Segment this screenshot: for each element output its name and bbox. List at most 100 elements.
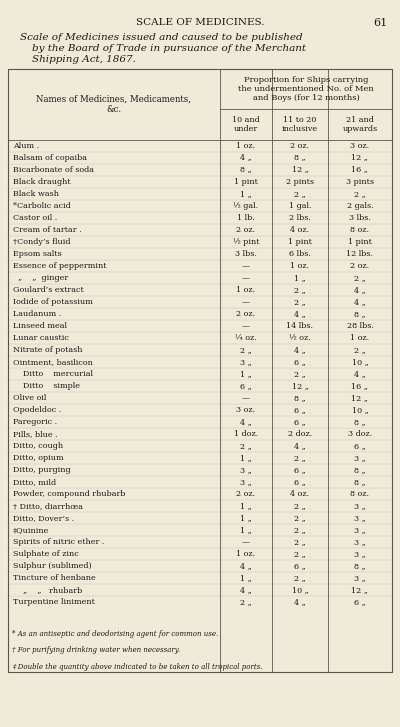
Text: 1 „: 1 „ bbox=[240, 370, 252, 378]
Text: Goulard’s extract: Goulard’s extract bbox=[13, 286, 84, 294]
Text: 4 „: 4 „ bbox=[354, 370, 366, 378]
Text: „    „  ginger: „ „ ginger bbox=[13, 274, 68, 282]
Text: 1 lb.: 1 lb. bbox=[237, 214, 255, 222]
Text: 12 „: 12 „ bbox=[292, 166, 308, 174]
Text: 3 oz.: 3 oz. bbox=[350, 142, 370, 150]
Text: 8 „: 8 „ bbox=[354, 418, 366, 426]
Text: Ditto    mercurial: Ditto mercurial bbox=[13, 370, 93, 378]
Text: 12 „: 12 „ bbox=[352, 587, 368, 595]
Text: 4 „: 4 „ bbox=[294, 310, 306, 318]
Text: 4 „: 4 „ bbox=[240, 418, 252, 426]
Text: 12 lbs.: 12 lbs. bbox=[346, 250, 374, 258]
Text: Black wash: Black wash bbox=[13, 190, 59, 198]
Text: 2 doz.: 2 doz. bbox=[288, 430, 312, 438]
Text: 1 oz.: 1 oz. bbox=[236, 550, 256, 558]
Text: 2 „: 2 „ bbox=[354, 190, 366, 198]
Text: Ditto, mild: Ditto, mild bbox=[13, 478, 56, 486]
Text: 10 „: 10 „ bbox=[352, 406, 368, 414]
Text: 2 „: 2 „ bbox=[294, 454, 306, 462]
Text: 3 „: 3 „ bbox=[240, 478, 252, 486]
Text: Cream of tartar .: Cream of tartar . bbox=[13, 226, 82, 234]
Text: 1 doz.: 1 doz. bbox=[234, 430, 258, 438]
Text: ‡Quinine: ‡Quinine bbox=[13, 526, 49, 534]
Text: 4 „: 4 „ bbox=[294, 346, 306, 354]
Text: Proportion for Ships carrying
the undermentioned No. of Men
and Boys (for 12 mon: Proportion for Ships carrying the underm… bbox=[238, 76, 374, 103]
Text: —: — bbox=[242, 322, 250, 330]
Text: 10 „: 10 „ bbox=[352, 358, 368, 366]
Text: 1 „: 1 „ bbox=[240, 514, 252, 522]
Text: Scale of Medicines issued and caused to be published: Scale of Medicines issued and caused to … bbox=[20, 33, 303, 41]
Text: 6 „: 6 „ bbox=[294, 358, 306, 366]
Text: 6 „: 6 „ bbox=[354, 442, 366, 450]
Text: 1 gal.: 1 gal. bbox=[289, 201, 311, 209]
Text: 1 pint: 1 pint bbox=[288, 238, 312, 246]
Text: 8 „: 8 „ bbox=[294, 153, 306, 161]
Text: 4 oz.: 4 oz. bbox=[290, 490, 310, 498]
Text: 10 and
under: 10 and under bbox=[232, 116, 260, 133]
Text: Ditto, Dover’s .: Ditto, Dover’s . bbox=[13, 514, 74, 522]
Text: Tincture of henbane: Tincture of henbane bbox=[13, 574, 96, 582]
Text: 28 lbs.: 28 lbs. bbox=[346, 322, 374, 330]
Text: 1 oz.: 1 oz. bbox=[236, 142, 256, 150]
Text: 2 oz.: 2 oz. bbox=[236, 310, 256, 318]
Text: †Condy’s fluid: †Condy’s fluid bbox=[13, 238, 70, 246]
Text: Balsam of copaiba: Balsam of copaiba bbox=[13, 153, 87, 161]
Text: * As an antiseptic and deodorising agent for common use.: * As an antiseptic and deodorising agent… bbox=[12, 630, 218, 638]
Text: 3 „: 3 „ bbox=[354, 454, 366, 462]
Text: 1 „: 1 „ bbox=[240, 454, 252, 462]
Text: 4 „: 4 „ bbox=[294, 598, 306, 606]
Text: Nitrate of potash: Nitrate of potash bbox=[13, 346, 82, 354]
Text: 16 „: 16 „ bbox=[352, 166, 368, 174]
Text: 8 „: 8 „ bbox=[354, 563, 366, 571]
Text: 12 „: 12 „ bbox=[352, 153, 368, 161]
Text: 2 „: 2 „ bbox=[294, 502, 306, 510]
Text: 1 „: 1 „ bbox=[240, 526, 252, 534]
Text: Linseed meal: Linseed meal bbox=[13, 322, 67, 330]
Text: 4 „: 4 „ bbox=[354, 286, 366, 294]
Text: 12 „: 12 „ bbox=[292, 382, 308, 390]
Text: 1 „: 1 „ bbox=[240, 502, 252, 510]
Text: 1 oz.: 1 oz. bbox=[290, 262, 310, 270]
Text: 8 oz.: 8 oz. bbox=[350, 226, 370, 234]
Text: *Carbolic acid: *Carbolic acid bbox=[13, 201, 70, 209]
Text: 6 „: 6 „ bbox=[354, 598, 366, 606]
Text: 3 „: 3 „ bbox=[354, 526, 366, 534]
Text: 2 lbs.: 2 lbs. bbox=[289, 214, 311, 222]
Text: 6 „: 6 „ bbox=[294, 478, 306, 486]
Text: 2 „: 2 „ bbox=[294, 190, 306, 198]
Text: 2 „: 2 „ bbox=[294, 526, 306, 534]
Text: 12 „: 12 „ bbox=[352, 394, 368, 402]
Text: Ditto, cough: Ditto, cough bbox=[13, 442, 63, 450]
Text: 3 doz.: 3 doz. bbox=[348, 430, 372, 438]
Text: 14 lbs.: 14 lbs. bbox=[286, 322, 314, 330]
Text: Paregoric .: Paregoric . bbox=[13, 418, 57, 426]
Text: 2 „: 2 „ bbox=[294, 298, 306, 306]
Text: 2 oz.: 2 oz. bbox=[350, 262, 370, 270]
Text: 6 „: 6 „ bbox=[294, 418, 306, 426]
Text: 3 „: 3 „ bbox=[354, 550, 366, 558]
Text: 3 „: 3 „ bbox=[354, 502, 366, 510]
Text: Essence of peppermint: Essence of peppermint bbox=[13, 262, 106, 270]
Text: 6 „: 6 „ bbox=[294, 406, 306, 414]
Text: 4 oz.: 4 oz. bbox=[290, 226, 310, 234]
Text: Opodeldoc .: Opodeldoc . bbox=[13, 406, 61, 414]
Text: 4 „: 4 „ bbox=[354, 298, 366, 306]
Text: —: — bbox=[242, 262, 250, 270]
Text: 2 oz.: 2 oz. bbox=[236, 490, 256, 498]
Text: 3 lbs.: 3 lbs. bbox=[235, 250, 257, 258]
Text: 6 „: 6 „ bbox=[240, 382, 252, 390]
Text: Ointment, basilicon: Ointment, basilicon bbox=[13, 358, 93, 366]
Text: 1 oz.: 1 oz. bbox=[236, 286, 256, 294]
Text: Pills, blue .: Pills, blue . bbox=[13, 430, 58, 438]
Text: 3 lbs.: 3 lbs. bbox=[349, 214, 371, 222]
Text: 1 „: 1 „ bbox=[240, 574, 252, 582]
Text: „    „   rhubarb: „ „ rhubarb bbox=[13, 587, 82, 595]
Text: 2 „: 2 „ bbox=[240, 442, 252, 450]
Text: 2 „: 2 „ bbox=[294, 574, 306, 582]
Text: 4 „: 4 „ bbox=[240, 587, 252, 595]
Text: ½ gal.: ½ gal. bbox=[234, 201, 258, 209]
Text: 21 and
upwards: 21 and upwards bbox=[342, 116, 378, 133]
Text: by the Board of Trade in pursuance of the Merchant: by the Board of Trade in pursuance of th… bbox=[32, 44, 306, 52]
Text: Turpentine liniment: Turpentine liniment bbox=[13, 598, 95, 606]
Text: 2 „: 2 „ bbox=[294, 514, 306, 522]
